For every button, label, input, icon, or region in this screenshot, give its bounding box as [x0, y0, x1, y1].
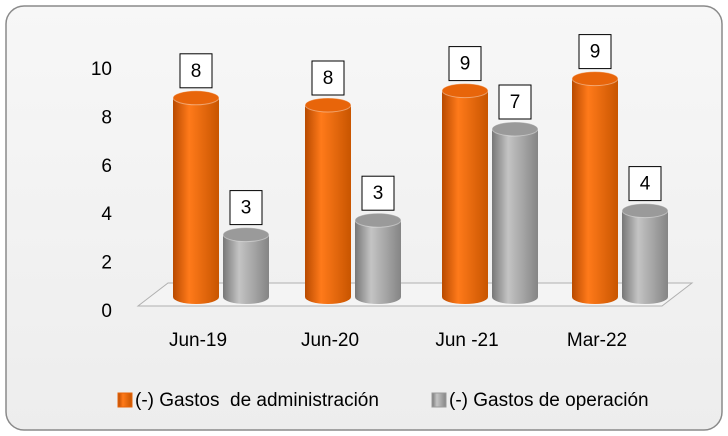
bar-top — [304, 97, 352, 113]
y-tick-label: 6 — [101, 156, 112, 177]
value-label-box — [229, 190, 263, 226]
bar-bottom — [492, 290, 538, 304]
x-tick-label: Mar-22 — [567, 330, 627, 351]
bar-body — [442, 90, 488, 297]
bar-top — [491, 121, 539, 137]
bar — [172, 90, 220, 304]
bar — [304, 97, 352, 304]
value-label: 3 — [241, 198, 252, 219]
value-label: 7 — [510, 92, 521, 113]
bar-bottom — [622, 290, 668, 304]
bar — [571, 71, 619, 304]
bar — [441, 83, 489, 304]
value-label: 8 — [191, 61, 202, 82]
value-label-box — [361, 175, 395, 211]
bar-top — [621, 203, 669, 219]
bar-bottom — [442, 290, 488, 304]
y-tick-label: 8 — [101, 107, 112, 128]
value-label: 9 — [590, 42, 601, 63]
y-tick-label: 10 — [91, 59, 112, 80]
bar-bottom — [173, 290, 219, 304]
floor — [136, 282, 694, 307]
bar-body — [305, 105, 351, 297]
bar-top — [222, 227, 270, 243]
value-label-box — [179, 53, 213, 89]
value-label: 9 — [460, 54, 471, 75]
y-tick-label: 0 — [101, 301, 112, 322]
bar — [621, 203, 669, 304]
value-label-box — [628, 166, 662, 202]
value-label-box — [498, 84, 532, 120]
bar — [354, 212, 402, 304]
bar-body — [572, 78, 618, 297]
bar-bottom — [223, 290, 269, 304]
bar-body — [622, 210, 668, 297]
bar-top — [441, 83, 489, 99]
bar-body — [492, 129, 538, 297]
bar-bottom — [572, 290, 618, 304]
bar — [491, 121, 539, 304]
value-label-box — [448, 46, 482, 82]
bar-body — [355, 220, 401, 297]
value-label: 4 — [640, 174, 651, 195]
value-label-box — [578, 34, 612, 70]
x-tick-label: Jun-20 — [301, 330, 359, 351]
y-tick-label: 4 — [101, 204, 112, 225]
x-tick-label: Jun-19 — [169, 330, 227, 351]
bar-top — [571, 71, 619, 87]
legend-swatch — [431, 392, 447, 408]
bar-top — [172, 90, 220, 106]
value-label-box — [311, 60, 345, 96]
legend-label: (-) Gastos de operación — [449, 390, 649, 411]
y-tick-label: 2 — [101, 253, 112, 274]
bar-bottom — [305, 290, 351, 304]
bar-top — [354, 212, 402, 228]
bar-bottom — [355, 290, 401, 304]
value-label: 3 — [373, 183, 384, 204]
x-tick-label: Jun -21 — [435, 330, 498, 351]
bar-body — [223, 234, 269, 297]
bar — [222, 227, 270, 304]
legend-label: (-) Gastos de administración — [135, 390, 379, 411]
bar-body — [173, 97, 219, 297]
legend-swatch — [117, 392, 133, 408]
value-label: 8 — [323, 68, 334, 89]
